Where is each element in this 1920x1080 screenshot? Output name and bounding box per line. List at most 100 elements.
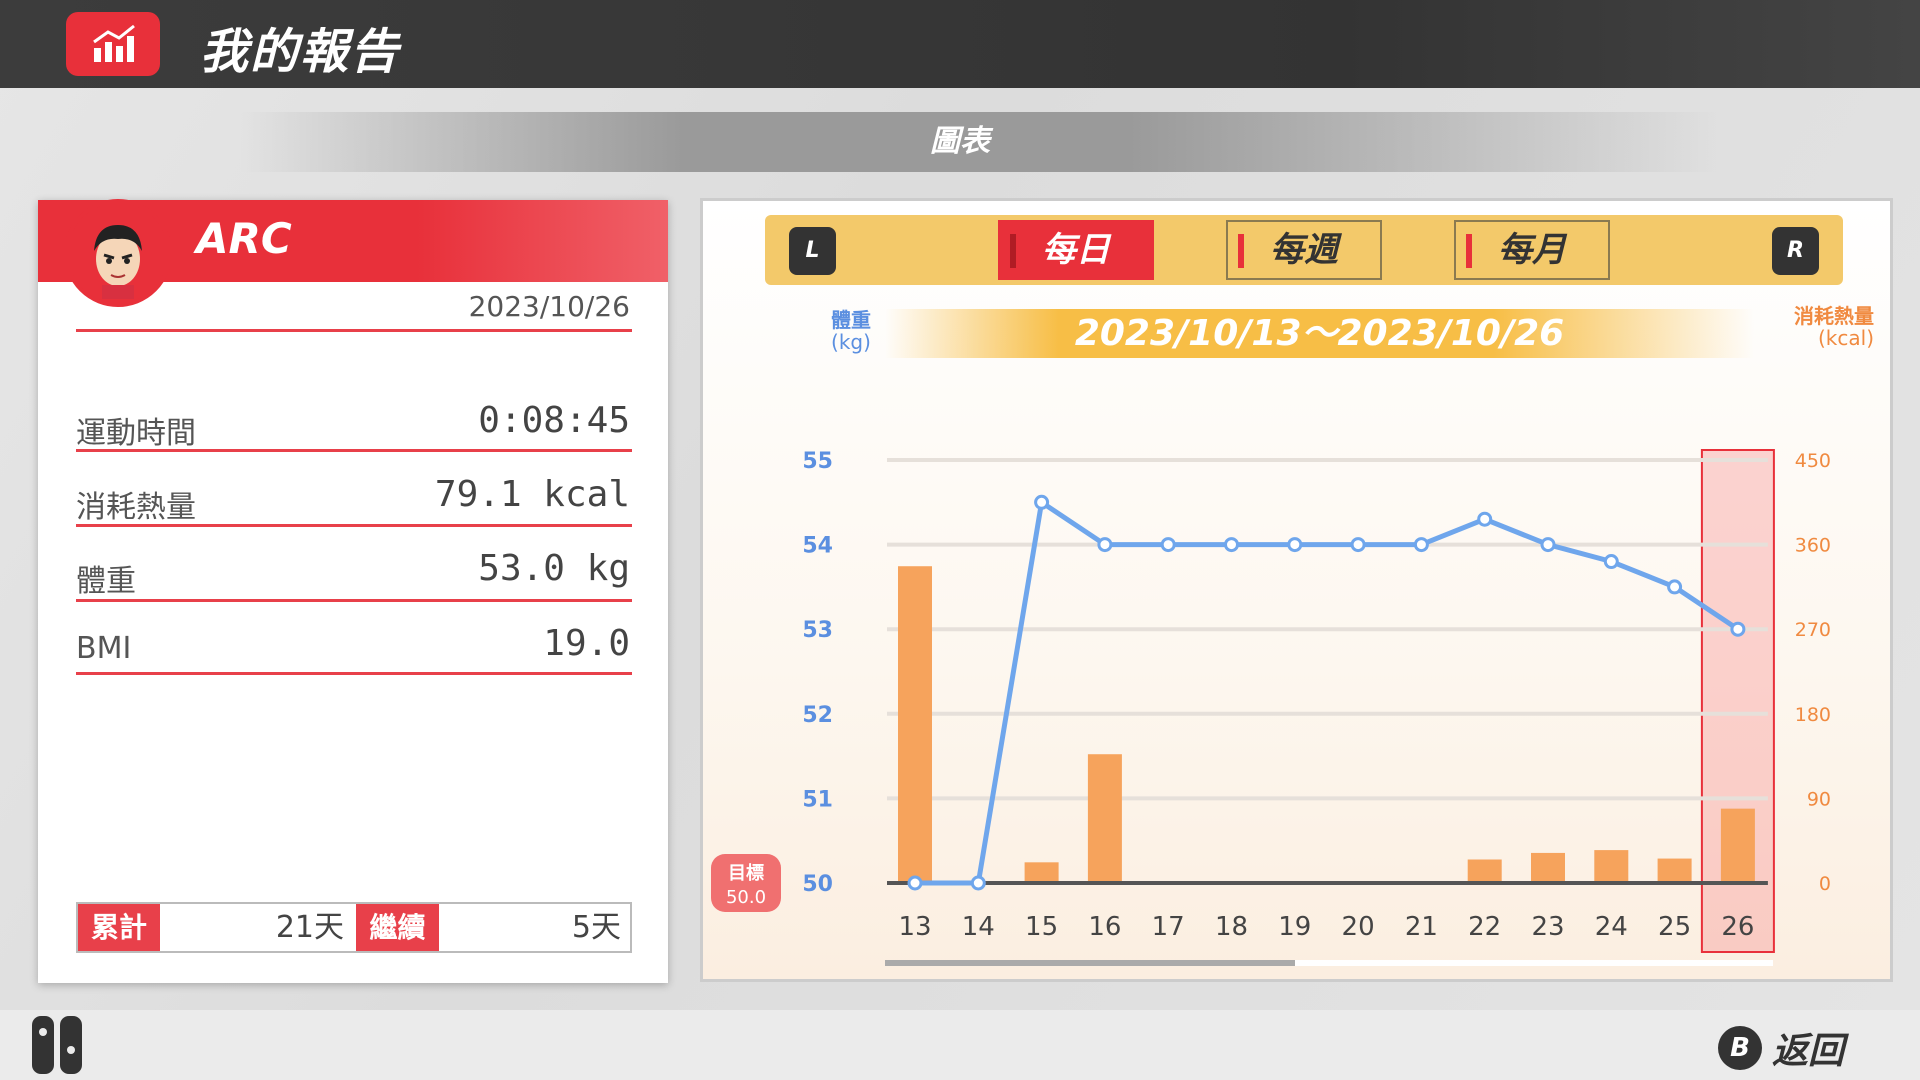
- x-axis-tick: 26: [1721, 912, 1754, 942]
- l-shoulder-button[interactable]: L: [789, 227, 836, 275]
- calorie-bar: [1531, 852, 1565, 883]
- right-axis-tick: 0: [1819, 873, 1831, 895]
- weight-point: [1224, 537, 1239, 553]
- left-axis-label: 體重 (kg): [821, 309, 881, 353]
- weight-point: [1160, 537, 1176, 553]
- weight-point: [970, 875, 986, 891]
- left-axis-title: 體重: [831, 308, 871, 332]
- calorie-bar: [1024, 862, 1059, 883]
- top-bar: [0, 0, 1920, 88]
- right-axis-unit: (kcal): [1818, 326, 1874, 350]
- x-axis-tick: 16: [1088, 912, 1121, 942]
- weight-point: [1540, 537, 1556, 553]
- chart-svg: 50 51 52 53 54 55 0 90 180 270 360 450 13 14 15 16 17 18 1…: [711, 449, 1831, 966]
- divider: [76, 449, 632, 452]
- x-axis-tick: 19: [1278, 912, 1311, 942]
- right-axis-tick: 360: [1795, 535, 1831, 557]
- weight-point: [1477, 511, 1493, 527]
- report-date: 2023/10/26: [468, 290, 630, 323]
- divider: [76, 524, 632, 527]
- x-axis-tick: 20: [1342, 912, 1375, 942]
- x-axis-tick: 24: [1595, 912, 1628, 942]
- left-axis-tick: 55: [802, 449, 833, 474]
- back-button[interactable]: B 返回: [1718, 1022, 1844, 1074]
- tab-daily[interactable]: 每日: [998, 220, 1154, 280]
- goal-label: 目標: [728, 862, 764, 884]
- profile-card: ARC 2023/10/26 運動時間 0:08:45 消耗熱量 79.1 kc…: [38, 199, 668, 983]
- left-axis-tick: 53: [802, 618, 833, 643]
- weight-label: 體重: [76, 564, 136, 599]
- period-tab-bar: L 每日 每週 每月 R: [765, 215, 1843, 285]
- avatar: [64, 199, 172, 307]
- weight-point: [1730, 621, 1746, 637]
- section-title: 圖表: [930, 124, 990, 159]
- x-axis-tick: 25: [1658, 912, 1691, 942]
- b-button-icon: B: [1718, 1026, 1762, 1070]
- bmi-value: 19.0: [543, 623, 630, 664]
- right-axis-tick: 270: [1795, 619, 1831, 641]
- x-axis-tick: 21: [1405, 912, 1438, 942]
- right-axis-tick: 90: [1807, 788, 1831, 810]
- right-axis-label: 消耗熱量 (kcal): [1794, 305, 1874, 349]
- x-axis-tick: 15: [1025, 912, 1058, 942]
- switch-console-icon: [32, 1016, 82, 1074]
- calories-label: 消耗熱量: [76, 490, 196, 525]
- goal-value: 50.0: [726, 887, 766, 908]
- stats-bar: 累計 21天 繼續 5天: [76, 902, 632, 953]
- weight-point: [1413, 537, 1429, 553]
- calorie-bar: [1720, 808, 1755, 883]
- x-axis-tick: 22: [1468, 912, 1501, 942]
- left-axis-tick: 50: [802, 872, 833, 897]
- subheader-band: [240, 112, 1720, 172]
- user-name: ARC: [196, 214, 292, 263]
- weight-point: [1667, 579, 1683, 595]
- streak-days-label: 繼續: [356, 904, 439, 951]
- bottom-bar: [0, 1010, 1920, 1080]
- scrollbar-track: [885, 960, 1773, 966]
- weight-point: [1097, 537, 1113, 553]
- total-days-value: 21天: [275, 910, 344, 945]
- mii-face-icon: [94, 225, 142, 299]
- calorie-bar: [898, 566, 932, 883]
- exercise-time-value: 0:08:45: [478, 400, 630, 441]
- left-axis-tick: 51: [802, 787, 833, 812]
- right-axis-tick: 450: [1795, 450, 1831, 472]
- chart-panel: L 每日 每週 每月 R 2023/10/13～2023/10/26 體重 (k…: [700, 198, 1893, 982]
- x-axis-tick: 14: [962, 912, 995, 942]
- weight-point: [1287, 537, 1303, 553]
- divider: [76, 672, 632, 675]
- goal-badge: [711, 854, 781, 912]
- x-axis-tick: 13: [898, 912, 931, 942]
- bmi-label: BMI: [76, 631, 132, 666]
- tab-weekly[interactable]: 每週: [1226, 220, 1382, 280]
- calorie-bar: [1657, 858, 1692, 883]
- calorie-bar: [1467, 859, 1502, 883]
- x-axis-tick: 18: [1215, 912, 1248, 942]
- date-range: 2023/10/13～2023/10/26: [885, 309, 1754, 358]
- weight-value: 53.0 kg: [478, 548, 630, 589]
- weight-point: [907, 875, 923, 891]
- report-app-icon: [66, 12, 160, 76]
- exercise-time-label: 運動時間: [76, 416, 196, 451]
- divider: [76, 599, 632, 602]
- right-axis-title: 消耗熱量: [1794, 304, 1874, 328]
- scrollbar-thumb: [885, 960, 1295, 966]
- weight-line: [915, 499, 1740, 886]
- page-title: 我的報告: [200, 24, 401, 80]
- x-axis-tick: 17: [1152, 912, 1185, 942]
- streak-days-value: 5天: [571, 910, 621, 945]
- x-axis-tick: 23: [1531, 912, 1564, 942]
- back-label: 返回: [1772, 1031, 1845, 1072]
- weight-point: [1350, 537, 1366, 553]
- left-axis-unit: (kg): [831, 330, 871, 354]
- weight-point: [1034, 494, 1050, 510]
- tab-monthly[interactable]: 每月: [1454, 220, 1610, 280]
- left-axis-tick: 52: [802, 703, 833, 728]
- left-axis-tick: 54: [802, 534, 833, 559]
- total-days-label: 累計: [78, 904, 160, 951]
- weight-point: [1603, 554, 1619, 570]
- r-shoulder-button[interactable]: R: [1772, 227, 1819, 275]
- calories-value: 79.1 kcal: [434, 474, 630, 515]
- calorie-bar: [1087, 754, 1122, 883]
- chart-bars-icon: [93, 24, 135, 62]
